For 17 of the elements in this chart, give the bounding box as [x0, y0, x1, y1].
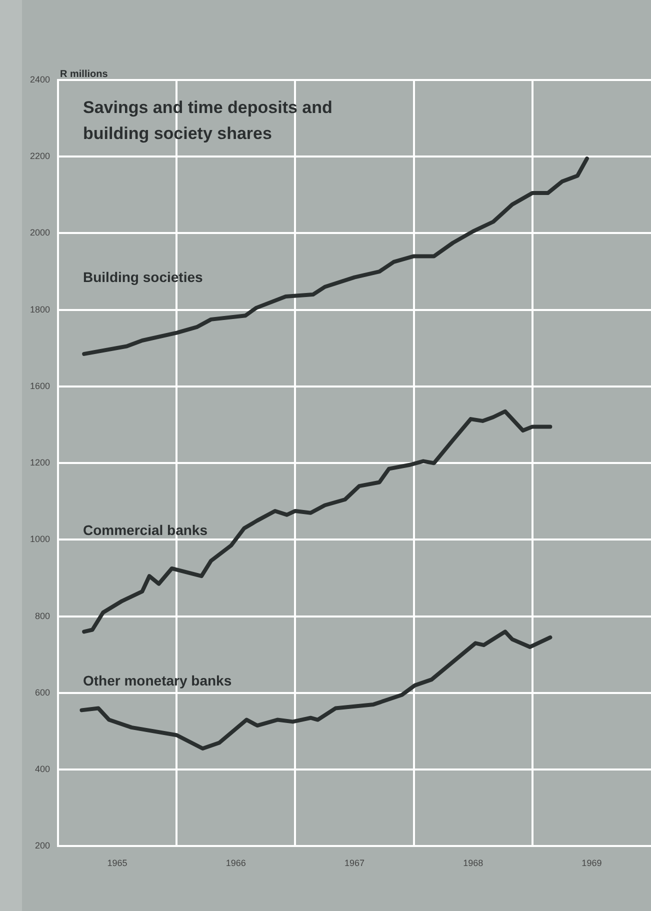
y2-axis-title: R millions — [60, 69, 108, 80]
x-tick-label: 1965 — [107, 858, 128, 868]
y2-tick-label: 2400 — [30, 74, 50, 84]
y-tick-label: 200 — [34, 840, 50, 851]
y-tick-label: 400 — [34, 764, 50, 774]
y-tick-label: 600 — [34, 687, 50, 698]
x-tick-label: 1967 — [344, 858, 365, 868]
x-tick-label: 1966 — [226, 858, 246, 868]
y-tick-label: 800 — [34, 610, 50, 621]
y-tick-label: 1200 — [30, 458, 50, 468]
y2-tick-label: 2200 — [30, 151, 50, 162]
y2-tick-label: 1800 — [30, 304, 50, 314]
y-tick-label: 1000 — [30, 534, 50, 544]
y2-tick-label: 2000 — [30, 228, 50, 238]
y2-tick-label: 1600 — [30, 380, 50, 391]
x-tick-label: 1968 — [463, 858, 484, 868]
x-tick-label: 1969 — [582, 858, 602, 868]
